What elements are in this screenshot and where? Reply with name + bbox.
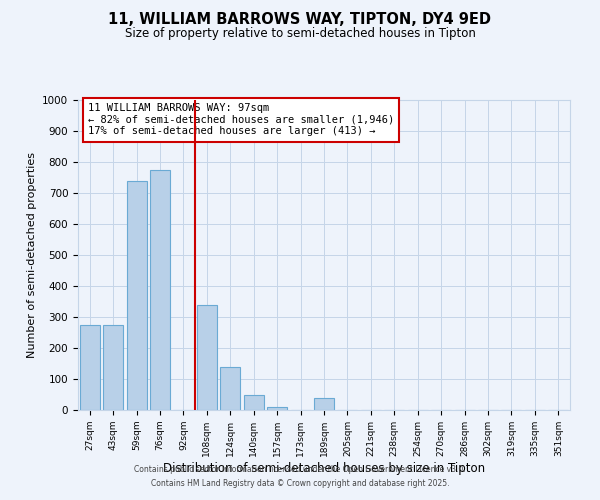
Bar (150, 170, 170, 410)
Bar (80, 325, 100, 410)
Text: Contains public sector information licensed under the Open Government Licence v3: Contains public sector information licen… (134, 465, 466, 474)
X-axis label: Distribution of semi-detached houses by size in Tipton: Distribution of semi-detached houses by … (163, 462, 485, 474)
Text: 11 WILLIAM BARROWS WAY: 97sqm
← 82% of semi-detached houses are smaller (1,946)
: 11 WILLIAM BARROWS WAY: 97sqm ← 82% of s… (88, 103, 394, 136)
Y-axis label: Number of semi-detached properties: Number of semi-detached properties (26, 152, 37, 358)
Text: Contains HM Land Registry data © Crown copyright and database right 2025.: Contains HM Land Registry data © Crown c… (151, 478, 449, 488)
Text: Size of property relative to semi-detached houses in Tipton: Size of property relative to semi-detach… (125, 28, 475, 40)
Text: 11, WILLIAM BARROWS WAY, TIPTON, DY4 9ED: 11, WILLIAM BARROWS WAY, TIPTON, DY4 9ED (109, 12, 491, 28)
Bar (197, 304, 217, 410)
Bar (103, 325, 123, 410)
Bar (267, 407, 287, 410)
Bar (244, 394, 263, 410)
Bar (314, 398, 334, 410)
Bar (220, 366, 240, 410)
Bar (127, 180, 146, 410)
